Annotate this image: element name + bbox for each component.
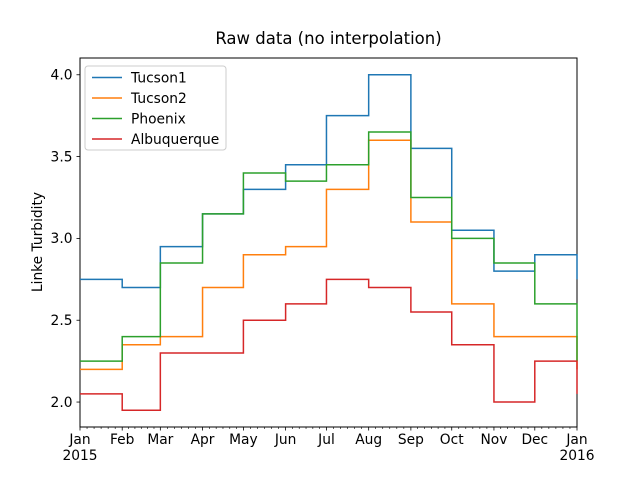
- legend-label-tucson2: Tucson2: [130, 91, 187, 107]
- chart-title: Raw data (no interpolation): [215, 29, 442, 48]
- x-tick-label: Aug: [355, 432, 382, 448]
- x-year-label: 2016: [559, 448, 594, 464]
- x-tick-label: Jun: [274, 432, 297, 448]
- x-tick-label: Feb: [110, 432, 134, 448]
- series-line-tucson1: [80, 74, 578, 289]
- x-tick-label: Mar: [147, 432, 173, 448]
- plot-border: [79, 57, 578, 428]
- y-tick-label: 3.5: [51, 149, 73, 165]
- x-year-label: 2015: [62, 448, 97, 464]
- x-tick-label: Jul: [317, 432, 335, 448]
- y-tick-label: 3.0: [51, 231, 73, 247]
- y-tick-label: 4.0: [51, 68, 73, 84]
- series-line-albuquerque: [80, 278, 578, 411]
- x-tick-label: Nov: [480, 432, 507, 448]
- x-tick-label: May: [229, 432, 258, 448]
- legend-label-phoenix: Phoenix: [131, 111, 186, 127]
- x-tick-label: Apr: [191, 432, 215, 448]
- x-tick-label: Jan: [68, 432, 90, 448]
- legend-box: [84, 65, 227, 151]
- series-line-phoenix: [80, 131, 578, 362]
- legend-label-albuquerque: Albuquerque: [131, 132, 219, 148]
- x-tick-label: Oct: [440, 432, 464, 448]
- x-tick-label: Sep: [398, 432, 424, 448]
- y-tick-label: 2.0: [51, 395, 73, 411]
- legend-label-tucson1: Tucson1: [130, 70, 187, 86]
- y-axis-label: Linke Turbidity: [30, 191, 46, 293]
- x-tick-label: Dec: [521, 432, 548, 448]
- x-tick-label: Jan: [565, 432, 587, 448]
- y-tick-label: 2.5: [51, 313, 73, 329]
- series-line-tucson2: [80, 139, 578, 371]
